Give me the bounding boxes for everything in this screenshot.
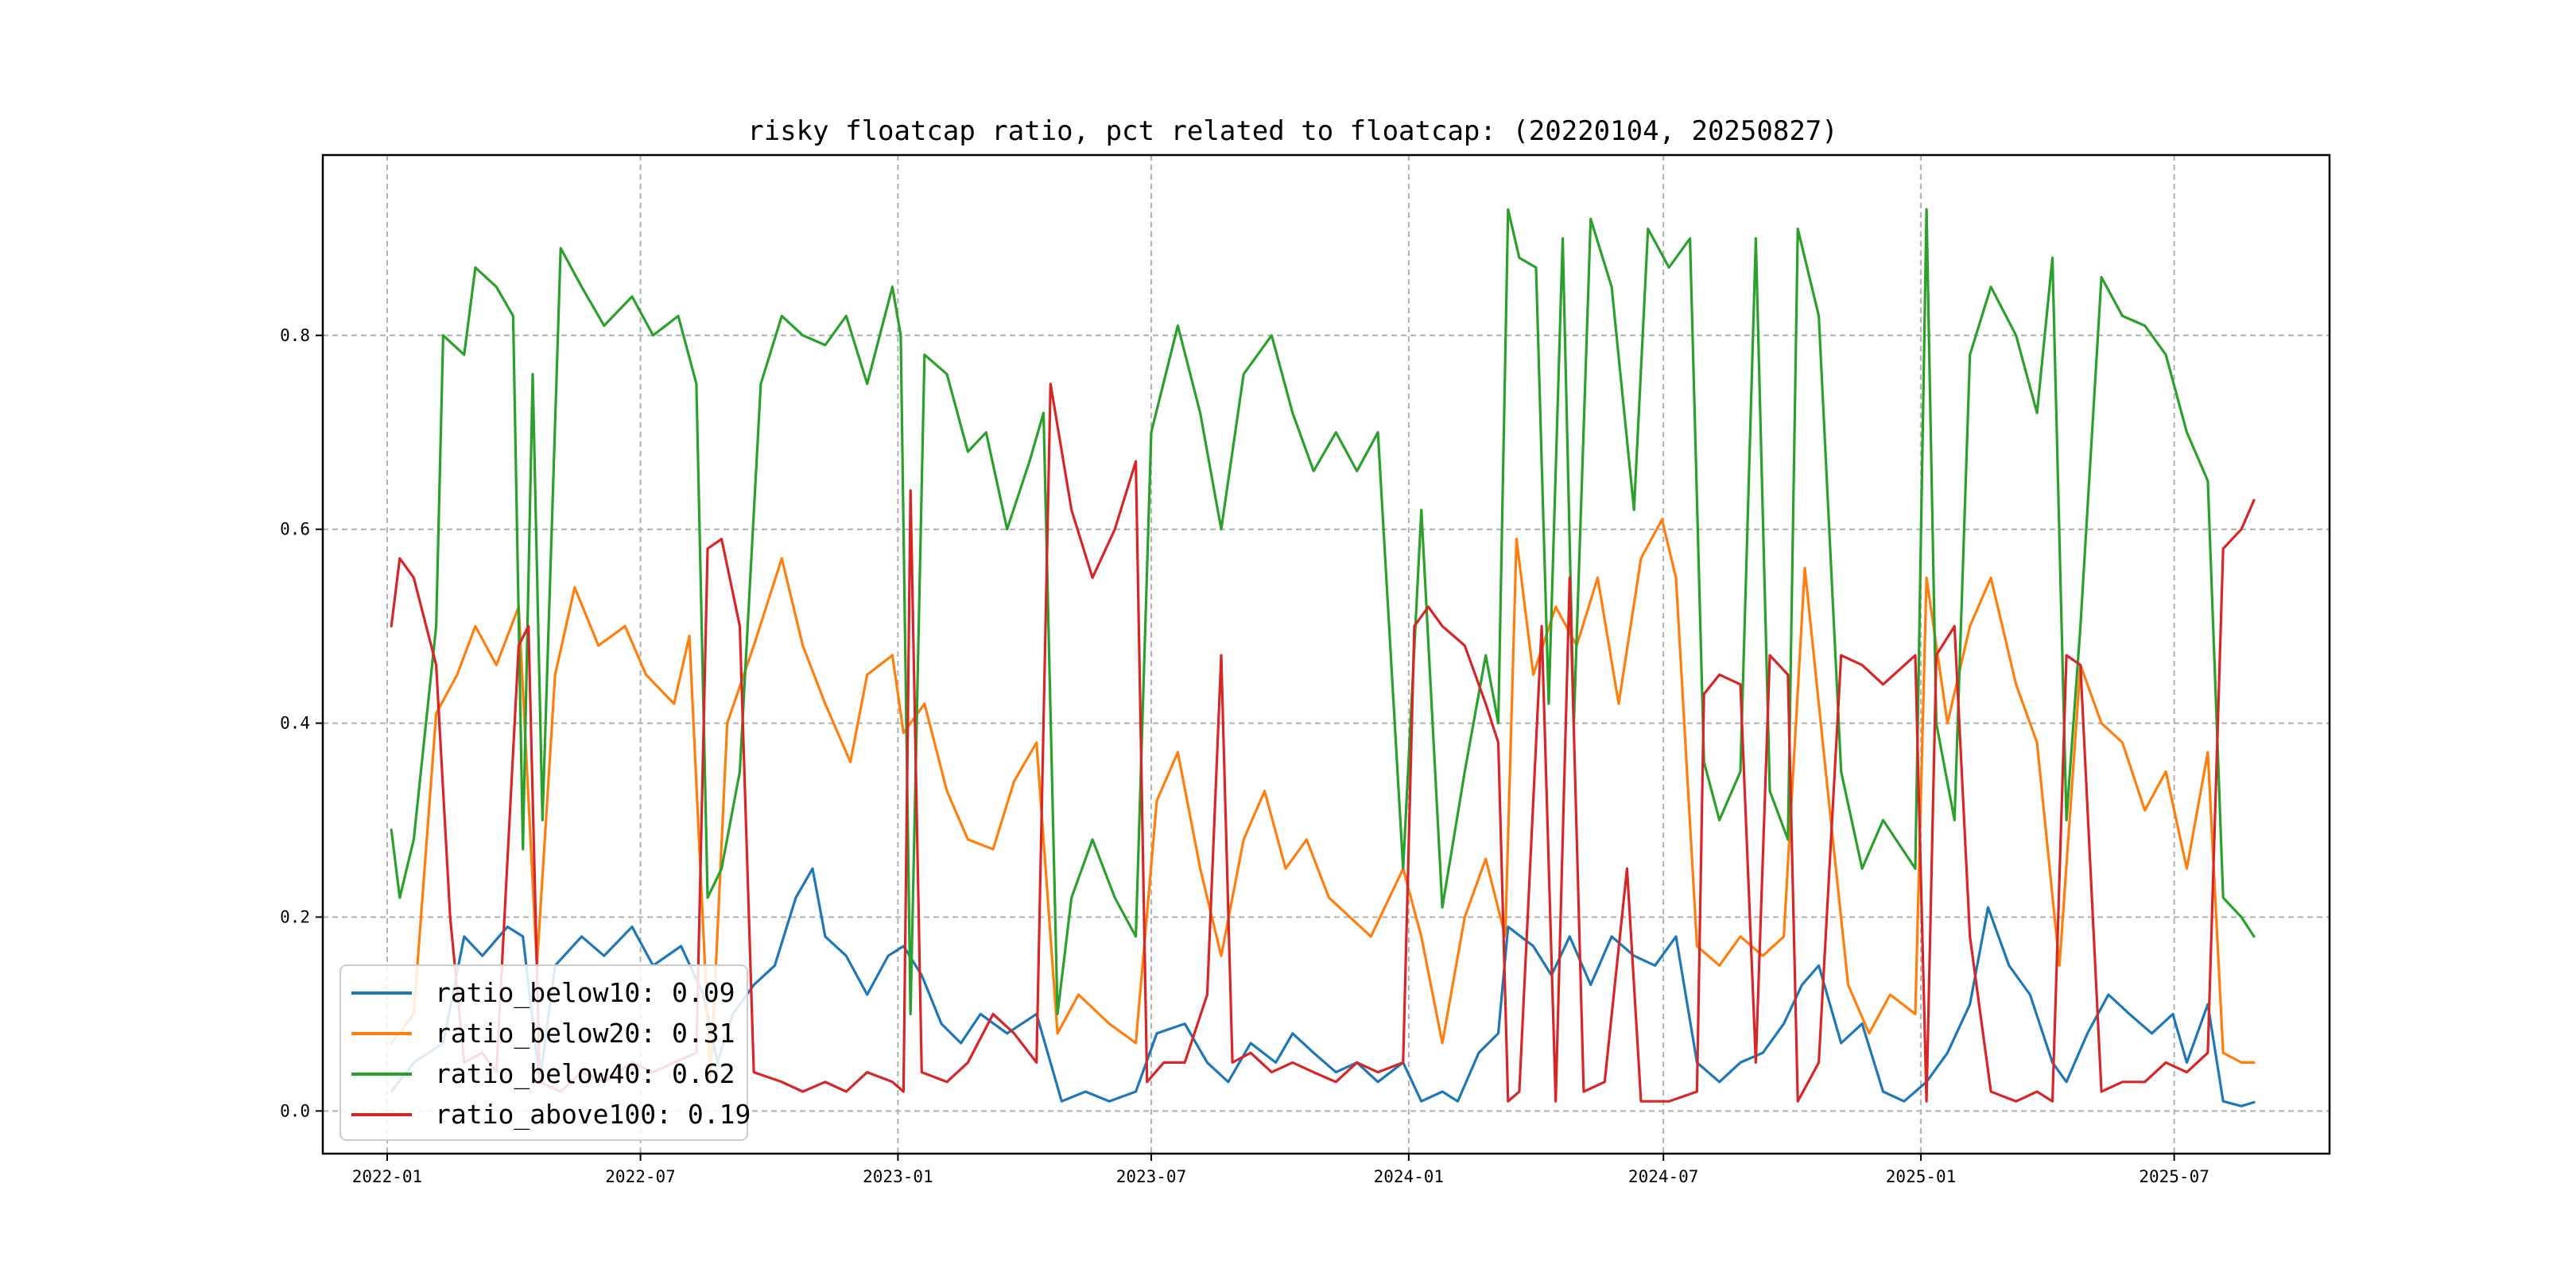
x-tick-label: 2022-01 — [352, 1167, 423, 1186]
y-tick-label: 0.8 — [280, 326, 310, 345]
x-tick-label: 2022-07 — [605, 1167, 676, 1186]
legend-label: ratio_below10: 0.09 — [435, 977, 735, 1009]
x-tick-label: 2024-01 — [1374, 1167, 1445, 1186]
x-tick-label: 2025-01 — [1886, 1167, 1957, 1186]
y-tick-label: 0.6 — [280, 520, 310, 539]
series-line-ratio-below40 — [390, 208, 2256, 1016]
legend-label: ratio_above100: 0.19 — [435, 1099, 751, 1131]
x-tick-label: 2024-07 — [1628, 1167, 1699, 1186]
y-axis: 0.0 0.2 0.4 0.6 0.8 — [280, 326, 323, 1120]
legend-box — [339, 964, 748, 1141]
series-line-ratio-below20 — [390, 518, 2256, 1084]
x-tick-label: 2023-07 — [1116, 1167, 1187, 1186]
y-tick-label: 0.2 — [280, 907, 310, 926]
y-tick-label: 0.4 — [280, 714, 310, 733]
legend: ratio_below10: 0.09 ratio_below20: 0.31 ra… — [339, 964, 751, 1141]
y-tick-label: 0.0 — [280, 1101, 310, 1120]
x-tick-label: 2023-01 — [863, 1167, 933, 1186]
plot-frame — [321, 153, 2331, 1155]
legend-label: ratio_below20: 0.31 — [435, 1018, 735, 1049]
x-axis: 2022-01 2022-07 2023-01 2023-07 2024-01 2024-… — [352, 1154, 2209, 1186]
x-tick-label: 2025-07 — [2139, 1167, 2209, 1186]
chart-title: risky floatcap ratio, pct related to flo… — [747, 115, 1837, 147]
legend-label: ratio_below40: 0.62 — [435, 1058, 735, 1090]
